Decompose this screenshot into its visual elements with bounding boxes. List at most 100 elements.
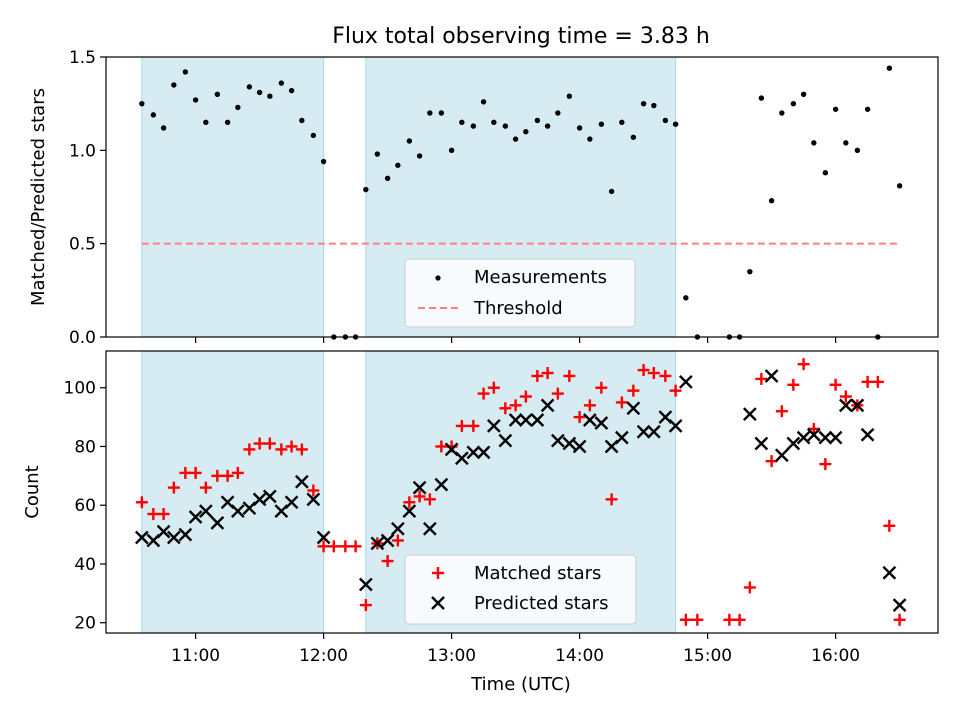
shaded-interval-0: [141, 56, 325, 338]
predicted-star-point: [850, 398, 865, 413]
top-x-axis-ticks: [195, 337, 837, 343]
measurement-point: [811, 140, 817, 146]
predicted-star-point: [582, 413, 597, 427]
measurement-point: [651, 102, 657, 109]
measurement-point: [640, 100, 647, 107]
measurement-point: [235, 104, 241, 111]
measurement-point: [619, 119, 625, 126]
predicted-star-point: [764, 369, 779, 383]
matched-star-point: [275, 443, 288, 456]
shaded-interval-0: [141, 350, 325, 634]
predicted-star-point: [466, 445, 481, 460]
top-y-axis-label: Matched/Predicted stars: [28, 88, 49, 306]
measurement-point: [480, 99, 487, 105]
matched-star-point: [807, 422, 820, 435]
measurement-point: [896, 183, 903, 189]
x-tick-label: 16:00: [811, 646, 860, 666]
matched-star-point: [519, 390, 532, 403]
matched-star-point: [573, 411, 586, 424]
legend-measurements-marker: [435, 275, 441, 281]
matched-star-point: [179, 466, 192, 479]
predicted-star-point: [316, 530, 331, 545]
matched-star-point: [627, 384, 640, 397]
legend-threshold-label: Threshold: [473, 298, 563, 319]
matched-star-point: [679, 613, 692, 626]
matched-star-point: [359, 599, 372, 612]
measurement-point: [534, 117, 541, 124]
matched-star-point: [615, 396, 628, 409]
matched-star-point: [563, 369, 576, 382]
predicted-star-point: [252, 492, 267, 507]
measurement-point: [608, 188, 615, 195]
matched-star-point: [797, 358, 810, 371]
predicted-star-point: [828, 430, 843, 445]
measurement-point: [150, 112, 157, 118]
y-tick-label: 0.5: [69, 235, 96, 255]
bottom-legend: Matched stars Predicted stars: [404, 554, 637, 625]
measurement-point: [523, 128, 529, 135]
measurement-point: [555, 110, 561, 116]
predicted-star-point: [178, 527, 193, 542]
top-legend-box: [404, 258, 636, 328]
matched-star-point: [551, 387, 564, 400]
predicted-star-point: [882, 565, 897, 580]
measurement-point: [406, 138, 413, 144]
matched-star-point: [883, 519, 896, 532]
y-tick-label: 80: [74, 437, 96, 457]
legend-predicted-label: Predicted stars: [474, 593, 608, 614]
matched-star-point: [263, 437, 276, 450]
matched-star-point: [221, 469, 234, 482]
predicted-star-point: [796, 430, 811, 445]
predicted-star-point: [380, 533, 395, 548]
measurement-point: [246, 84, 253, 90]
measurement-point: [854, 147, 861, 154]
measurement-point: [160, 125, 167, 131]
measurement-point: [672, 121, 679, 127]
measurement-point: [256, 89, 263, 96]
matched-star-point: [595, 381, 608, 394]
bottom-y-axis-label: Count: [22, 465, 43, 518]
predicted-star-point: [742, 407, 757, 422]
predicted-star-point: [434, 477, 449, 492]
predicted-star-point: [774, 448, 789, 463]
predicted-star-point: [818, 430, 833, 445]
bottom-axes-frame: [105, 350, 939, 634]
predicted-star-point: [754, 436, 769, 451]
measurement-point: [502, 123, 509, 129]
predicted-star-point: [508, 413, 523, 427]
top-axes-frame: [105, 56, 939, 338]
measurement-point: [416, 153, 423, 159]
matched-star-point: [391, 534, 404, 547]
predicted-star-point: [402, 504, 417, 518]
matched-star-point: [285, 440, 298, 453]
measurement-point: [363, 186, 369, 193]
measurement-point: [662, 117, 669, 124]
y-tick-label: 1.5: [69, 48, 96, 68]
measurement-point: [203, 119, 209, 126]
predicted-star-point: [422, 521, 437, 536]
predicted-star-point: [806, 427, 821, 442]
predicted-star-points: [134, 369, 907, 612]
matched-star-point: [871, 375, 884, 388]
matched-star-point: [349, 540, 362, 553]
matched-star-point: [211, 469, 224, 482]
matched-star-point: [669, 384, 682, 397]
predicted-star-point: [412, 480, 427, 495]
measurement-point: [395, 162, 401, 168]
predicted-star-point: [678, 374, 693, 389]
predicted-star-point: [572, 439, 587, 454]
measurement-point: [886, 65, 893, 71]
matched-star-point: [605, 493, 618, 506]
matched-star-point: [691, 613, 704, 626]
measurement-point: [758, 95, 765, 101]
matched-star-point: [583, 399, 596, 412]
matched-star-point: [243, 443, 256, 456]
predicted-star-point: [530, 413, 545, 427]
measurement-point: [299, 117, 305, 124]
bottom-x-axis-ticks: 11:00 12:00 13:00 14:00 15:00 16:00: [171, 633, 860, 666]
matched-star-point: [775, 405, 788, 418]
measurement-point: [598, 121, 605, 127]
matched-star-point: [307, 484, 320, 497]
x-tick-label: 14:00: [555, 646, 604, 666]
